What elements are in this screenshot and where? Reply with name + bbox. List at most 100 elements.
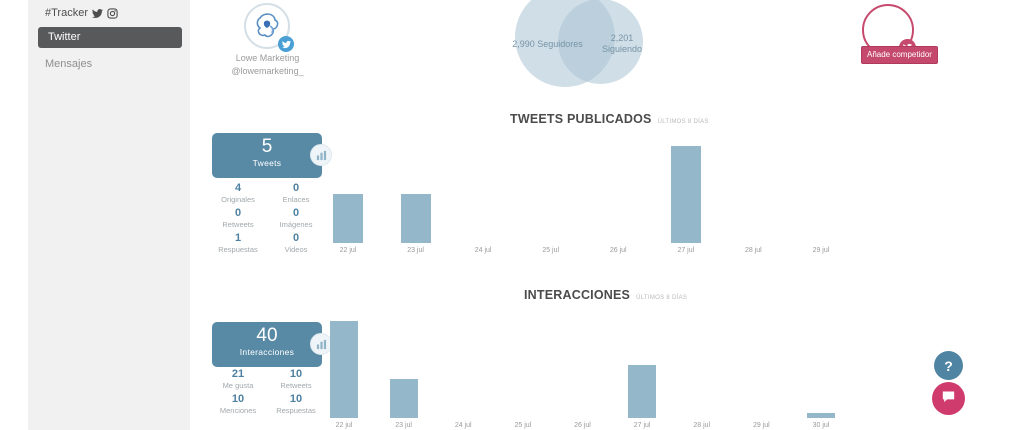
chart-bar: [628, 365, 657, 418]
tweets-stats-grid: 4 Originales 0 Enlaces 0 Retweets 0 Imágenes 1 Re…: [209, 182, 325, 254]
add-competitor-button[interactable]: Añade competidor: [861, 46, 938, 64]
stat-value: 10: [289, 393, 303, 405]
stat-label: Enlaces: [282, 195, 310, 204]
chart-bar: [400, 194, 431, 243]
stat-value: 0: [234, 207, 242, 219]
tweets-detail-badge-icon[interactable]: [310, 144, 332, 166]
interactions-bar-chart: 22 jul 23 jul 24 jul 25 jul 26 jul 27 jul 28 j…: [330, 318, 835, 430]
sidebar-item-mensajes[interactable]: Mensajes: [45, 58, 93, 70]
sidebar: #Tracker Twitter Mensajes: [28, 0, 190, 430]
stat-cell: 10 Respuestas: [267, 393, 325, 415]
instagram-icon: [107, 7, 118, 19]
stat-value: 0: [292, 207, 300, 219]
chart-column: 23 jul: [389, 318, 418, 430]
chart-bar: [389, 379, 418, 418]
twitter-badge-icon: [278, 36, 294, 52]
x-axis-label: 27 jul: [677, 247, 695, 254]
chart-column: 27 jul: [628, 318, 657, 430]
x-axis-label: 28 jul: [693, 422, 711, 429]
x-axis-label: 25 jul: [542, 247, 560, 254]
x-axis-label: 26 jul: [609, 247, 627, 254]
chart-column: 30 jul: [807, 318, 835, 430]
chart-bar: [330, 321, 358, 418]
sidebar-item-twitter[interactable]: Twitter: [38, 27, 182, 48]
x-axis-label: 24 jul: [454, 422, 472, 429]
stat-label: Respuestas: [218, 245, 258, 254]
stat-label: Respuestas: [276, 406, 316, 415]
stat-value: 21: [231, 368, 245, 380]
chart-column: 23 jul: [400, 146, 431, 255]
x-axis-label: 23 jul: [407, 247, 424, 254]
tweets-bar-chart: 22 jul 23 jul 24 jul 25 jul 26 jul 27 jul 28 j…: [333, 146, 836, 255]
x-axis-label: 26 jul: [574, 422, 591, 429]
stat-label: Retweets: [280, 381, 312, 390]
stat-cell: 10 Menciones: [209, 393, 267, 415]
x-axis-label: 22 jul: [339, 247, 357, 254]
x-axis-label: 29 jul: [812, 247, 830, 254]
chart-column: 22 jul: [333, 146, 363, 255]
brand-label: #Tracker: [45, 7, 88, 19]
chart-column: 22 jul: [330, 318, 358, 430]
stat-cell: 0 Imágenes: [267, 207, 325, 229]
avatar: [244, 3, 290, 49]
twitter-bird-icon: [92, 8, 103, 19]
stat-value: 1: [234, 232, 242, 244]
tweets-count: 5: [261, 136, 273, 157]
tweets-section-title: TWEETS PUBLICADOS: [510, 112, 652, 126]
chart-column: 25 jul: [536, 146, 566, 255]
stat-cell: 0 Videos: [267, 232, 325, 254]
stat-label: Me gusta: [222, 381, 254, 390]
help-button[interactable]: ?: [934, 351, 963, 380]
chart-column: 24 jul: [468, 146, 498, 255]
interactions-count: 40: [256, 325, 278, 346]
following-text: Siguiendo: [601, 44, 643, 54]
chart-column: 28 jul: [738, 146, 768, 255]
x-axis-label: 22 jul: [335, 422, 353, 429]
interactions-count-label: Interacciones: [239, 347, 295, 357]
stat-value: 10: [289, 368, 303, 380]
profile-avatar: [244, 3, 294, 52]
chart-column: 24 jul: [449, 318, 477, 430]
stat-label: Menciones: [219, 406, 257, 415]
chart-column: 29 jul: [806, 146, 836, 255]
interactions-detail-badge-icon[interactable]: [310, 333, 332, 355]
chart-bar: [333, 194, 363, 243]
following-circle: [558, 0, 643, 84]
tweets-section-header: TWEETS PUBLICADOS ÚLTIMOS 8 DÍAS: [510, 112, 709, 126]
interactions-section-header: INTERACCIONES ÚLTIMOS 8 DÍAS: [524, 288, 687, 302]
stat-label: Retweets: [222, 220, 254, 229]
stat-value: 0: [292, 182, 300, 194]
interactions-section-subtitle: ÚLTIMOS 8 DÍAS: [636, 295, 688, 301]
chart-column: 28 jul: [688, 318, 716, 430]
stat-cell: 21 Me gusta: [209, 368, 267, 390]
chart-column: 27 jul: [670, 146, 701, 255]
chart-column: 26 jul: [569, 318, 597, 430]
following-label: 2,201 Siguiendo: [598, 33, 646, 55]
lion-logo: [256, 13, 279, 38]
followers-label: 2,990 Seguidores: [512, 39, 583, 49]
x-axis-label: 28 jul: [745, 247, 762, 254]
tweets-summary-box: 5 Tweets: [212, 133, 332, 178]
stat-cell: 0 Retweets: [209, 207, 267, 229]
stat-value: 10: [231, 393, 245, 405]
stat-value: 4: [234, 182, 242, 194]
chat-button[interactable]: [932, 382, 965, 415]
x-axis-label: 23 jul: [395, 422, 412, 429]
interactions-stats-grid: 21 Me gusta 10 Retweets 10 Menciones 10 Respues…: [209, 368, 325, 415]
tweets-section-subtitle: ÚLTIMOS 8 DÍAS: [657, 119, 709, 125]
profile-handle: @lowemarketing_: [231, 66, 304, 76]
profile-text: Lowe Marketing @lowemarketing_: [205, 52, 330, 78]
x-axis-label: 30 jul: [812, 422, 830, 429]
interactions-section-title: INTERACCIONES: [524, 288, 631, 302]
stat-label: Imágenes: [279, 220, 313, 229]
chart-bar: [807, 413, 835, 418]
stat-value: 0: [292, 232, 300, 244]
tweets-count-label: Tweets: [252, 158, 282, 168]
help-icon: ?: [944, 357, 953, 374]
following-value: 2,201: [610, 33, 634, 43]
interactions-summary-box: 40 Interacciones: [212, 322, 332, 367]
stat-cell: 0 Enlaces: [267, 182, 325, 204]
stat-cell: 1 Respuestas: [209, 232, 267, 254]
stat-label: Originales: [221, 195, 255, 204]
x-axis-label: 27 jul: [633, 422, 651, 429]
